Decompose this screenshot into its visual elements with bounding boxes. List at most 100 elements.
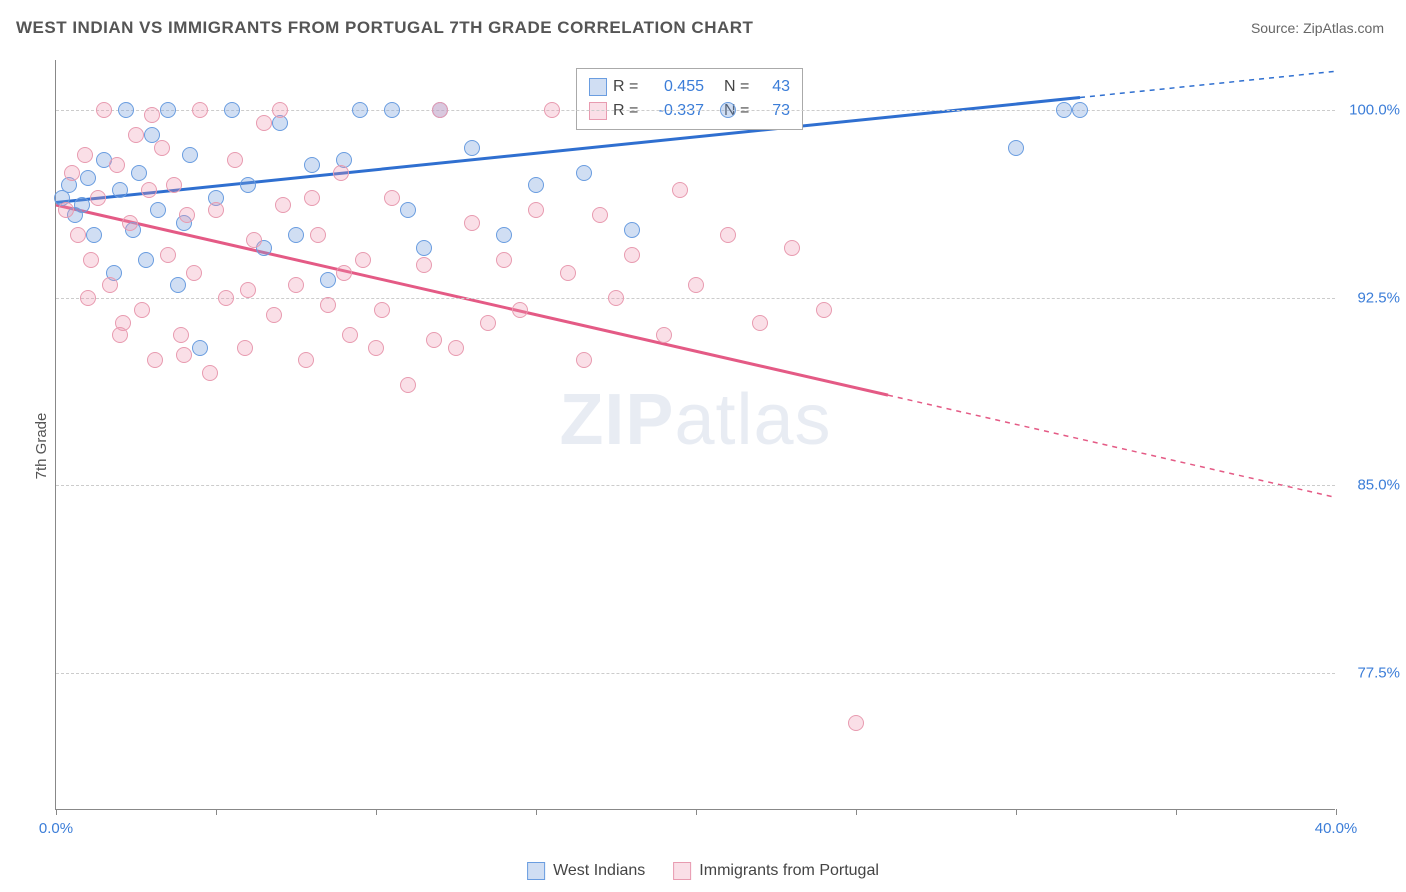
data-point bbox=[656, 327, 672, 343]
trend-line-extrapolated bbox=[888, 395, 1336, 497]
data-point bbox=[416, 257, 432, 273]
legend-item: Immigrants from Portugal bbox=[673, 862, 879, 880]
data-point bbox=[112, 327, 128, 343]
data-point bbox=[74, 197, 90, 213]
legend-r-value: 0.455 bbox=[649, 78, 704, 96]
legend-swatch bbox=[589, 78, 607, 96]
data-point bbox=[384, 190, 400, 206]
data-point bbox=[816, 302, 832, 318]
data-point bbox=[150, 202, 166, 218]
data-point bbox=[224, 102, 240, 118]
data-point bbox=[1072, 102, 1088, 118]
data-point bbox=[64, 165, 80, 181]
data-point bbox=[144, 107, 160, 123]
data-point bbox=[246, 232, 262, 248]
trend-line bbox=[56, 98, 1080, 203]
data-point bbox=[368, 340, 384, 356]
data-point bbox=[176, 347, 192, 363]
data-point bbox=[592, 207, 608, 223]
data-point bbox=[227, 152, 243, 168]
data-point bbox=[173, 327, 189, 343]
data-point bbox=[400, 377, 416, 393]
data-point bbox=[374, 302, 390, 318]
data-point bbox=[237, 340, 253, 356]
gridline bbox=[56, 485, 1335, 486]
data-point bbox=[141, 182, 157, 198]
legend-swatch bbox=[673, 862, 691, 880]
series-legend: West Indians Immigrants from Portugal bbox=[527, 862, 879, 880]
data-point bbox=[608, 290, 624, 306]
y-axis-label: 7th Grade bbox=[33, 413, 50, 480]
trend-line bbox=[56, 205, 888, 395]
chart-svg bbox=[56, 60, 1335, 809]
data-point bbox=[464, 215, 480, 231]
data-point bbox=[90, 190, 106, 206]
data-point bbox=[112, 182, 128, 198]
x-tick bbox=[696, 809, 697, 815]
x-tick bbox=[1016, 809, 1017, 815]
y-tick-label: 100.0% bbox=[1349, 102, 1400, 119]
legend-series-label: West Indians bbox=[553, 862, 645, 880]
y-tick-label: 92.5% bbox=[1357, 289, 1400, 306]
gridline bbox=[56, 673, 1335, 674]
data-point bbox=[560, 265, 576, 281]
data-point bbox=[384, 102, 400, 118]
x-tick-label: 0.0% bbox=[39, 820, 73, 837]
legend-swatch bbox=[527, 862, 545, 880]
y-tick-label: 77.5% bbox=[1357, 664, 1400, 681]
data-point bbox=[304, 190, 320, 206]
data-point bbox=[624, 247, 640, 263]
watermark: ZIPatlas bbox=[559, 379, 831, 461]
data-point bbox=[192, 102, 208, 118]
data-point bbox=[208, 202, 224, 218]
x-tick bbox=[856, 809, 857, 815]
legend-r-value: -0.337 bbox=[649, 102, 704, 120]
data-point bbox=[496, 227, 512, 243]
data-point bbox=[416, 240, 432, 256]
data-point bbox=[256, 115, 272, 131]
data-point bbox=[138, 252, 154, 268]
data-point bbox=[352, 102, 368, 118]
data-point bbox=[304, 157, 320, 173]
data-point bbox=[70, 227, 86, 243]
data-point bbox=[275, 197, 291, 213]
legend-r-label: R = bbox=[613, 78, 643, 96]
legend-n-value: 43 bbox=[760, 78, 790, 96]
legend-series-label: Immigrants from Portugal bbox=[699, 862, 879, 880]
y-tick-label: 85.0% bbox=[1357, 477, 1400, 494]
data-point bbox=[240, 177, 256, 193]
data-point bbox=[448, 340, 464, 356]
data-point bbox=[192, 340, 208, 356]
data-point bbox=[160, 102, 176, 118]
data-point bbox=[672, 182, 688, 198]
watermark-light: atlas bbox=[674, 380, 831, 460]
data-point bbox=[576, 352, 592, 368]
data-point bbox=[202, 365, 218, 381]
chart-title: WEST INDIAN VS IMMIGRANTS FROM PORTUGAL … bbox=[16, 18, 753, 38]
legend-swatch bbox=[589, 102, 607, 120]
plot-area: ZIPatlas R =0.455N =43R =-0.337N =73 77.… bbox=[55, 60, 1335, 810]
data-point bbox=[160, 247, 176, 263]
legend-row: R =0.455N =43 bbox=[589, 75, 790, 99]
data-point bbox=[154, 140, 170, 156]
data-point bbox=[170, 277, 186, 293]
x-tick bbox=[56, 809, 57, 815]
data-point bbox=[240, 282, 256, 298]
data-point bbox=[848, 715, 864, 731]
data-point bbox=[77, 147, 93, 163]
data-point bbox=[320, 272, 336, 288]
data-point bbox=[118, 102, 134, 118]
data-point bbox=[720, 102, 736, 118]
data-point bbox=[432, 102, 448, 118]
data-point bbox=[147, 352, 163, 368]
data-point bbox=[720, 227, 736, 243]
data-point bbox=[464, 140, 480, 156]
gridline bbox=[56, 110, 1335, 111]
data-point bbox=[784, 240, 800, 256]
data-point bbox=[179, 207, 195, 223]
correlation-legend: R =0.455N =43R =-0.337N =73 bbox=[576, 68, 803, 130]
data-point bbox=[298, 352, 314, 368]
data-point bbox=[166, 177, 182, 193]
data-point bbox=[688, 277, 704, 293]
data-point bbox=[480, 315, 496, 331]
